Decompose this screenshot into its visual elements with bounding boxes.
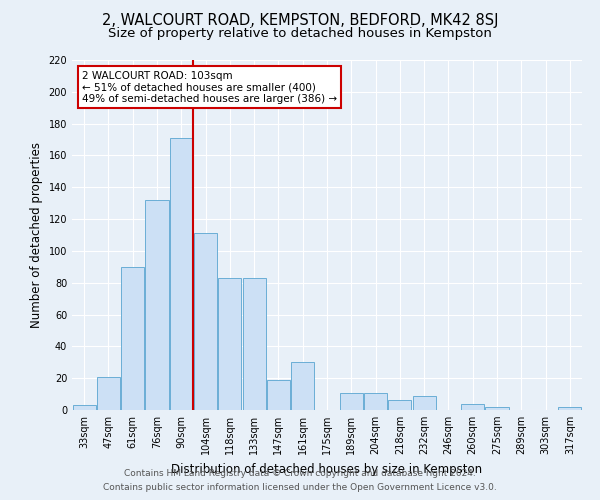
X-axis label: Distribution of detached houses by size in Kempston: Distribution of detached houses by size … <box>172 462 482 475</box>
Bar <box>340 392 363 410</box>
Bar <box>242 278 266 410</box>
Bar <box>267 380 290 410</box>
Text: 2, WALCOURT ROAD, KEMPSTON, BEDFORD, MK42 8SJ: 2, WALCOURT ROAD, KEMPSTON, BEDFORD, MK4… <box>102 12 498 28</box>
Bar <box>170 138 193 410</box>
Bar <box>73 405 95 410</box>
Bar <box>559 407 581 410</box>
Text: 2 WALCOURT ROAD: 103sqm
← 51% of detached houses are smaller (400)
49% of semi-d: 2 WALCOURT ROAD: 103sqm ← 51% of detache… <box>82 70 337 104</box>
Bar <box>121 267 144 410</box>
Bar <box>194 234 217 410</box>
Text: Size of property relative to detached houses in Kempston: Size of property relative to detached ho… <box>108 28 492 40</box>
Text: Contains public sector information licensed under the Open Government Licence v3: Contains public sector information licen… <box>103 484 497 492</box>
Bar <box>364 392 387 410</box>
Bar <box>97 376 120 410</box>
Bar <box>485 407 509 410</box>
Y-axis label: Number of detached properties: Number of detached properties <box>30 142 43 328</box>
Bar <box>461 404 484 410</box>
Bar <box>145 200 169 410</box>
Bar <box>413 396 436 410</box>
Bar <box>388 400 412 410</box>
Bar <box>291 362 314 410</box>
Bar <box>218 278 241 410</box>
Text: Contains HM Land Registry data © Crown copyright and database right 2024.: Contains HM Land Registry data © Crown c… <box>124 468 476 477</box>
